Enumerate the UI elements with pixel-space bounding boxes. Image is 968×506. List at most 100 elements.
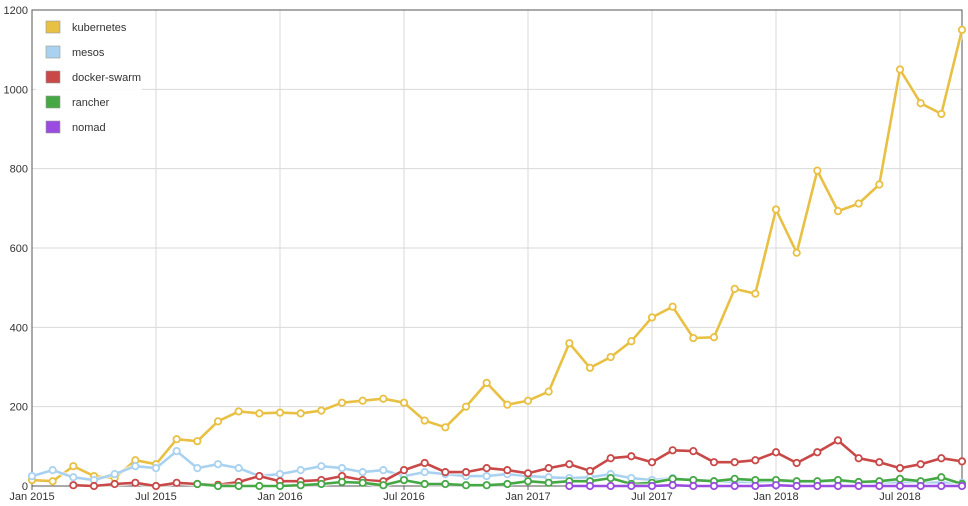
data-point: [751, 289, 760, 298]
data-point: [854, 481, 863, 491]
x-tick-label: Jan 2016: [257, 491, 302, 503]
data-point: [255, 409, 264, 418]
data-point: [27, 471, 37, 481]
data-point: [420, 479, 429, 489]
data-point: [813, 448, 822, 457]
data-point: [255, 481, 264, 491]
data-point: [69, 462, 78, 471]
data-point: [48, 477, 57, 486]
data-point: [751, 481, 760, 491]
data-point: [193, 437, 202, 446]
data-point: [275, 481, 285, 491]
data-point: [213, 417, 223, 426]
data-point: [606, 473, 615, 483]
legend-swatch: [45, 95, 61, 109]
data-point: [337, 477, 347, 487]
data-point: [833, 207, 843, 216]
data-point: [730, 481, 739, 491]
data-point: [399, 475, 409, 485]
data-point: [151, 481, 161, 491]
data-point: [668, 474, 677, 483]
data-point: [606, 454, 615, 463]
x-tick-label: Jul 2016: [383, 491, 425, 503]
data-point: [461, 481, 471, 490]
data-point: [895, 481, 905, 491]
data-point: [172, 446, 181, 456]
data-point: [213, 481, 223, 491]
series-line: [31, 29, 964, 483]
data-point: [503, 466, 512, 475]
data-point: [441, 423, 450, 432]
data-point: [916, 460, 925, 469]
data-point: [957, 25, 967, 34]
data-point: [89, 481, 99, 491]
legend-swatch: [45, 45, 61, 59]
data-point: [275, 408, 285, 417]
data-point: [172, 435, 181, 444]
data-point: [627, 452, 636, 461]
data-point: [937, 473, 946, 482]
data-point: [131, 462, 140, 471]
data-point: [317, 406, 326, 415]
legend: kubernetes mesos docker-swarm rancher nomad: [36, 14, 142, 144]
data-point: [668, 481, 677, 490]
data-point: [895, 65, 905, 74]
data-point: [937, 481, 946, 491]
data-point: [296, 409, 305, 418]
data-point: [895, 464, 905, 473]
legend-swatch: [45, 120, 61, 134]
data-point: [957, 457, 967, 466]
data-point: [420, 468, 429, 477]
data-point: [689, 333, 698, 343]
data-point: [399, 398, 409, 407]
data-point: [420, 458, 429, 468]
x-tick-label: Jul 2018: [879, 491, 921, 503]
x-tick-label: Jul 2017: [631, 491, 673, 503]
data-point: [110, 479, 119, 489]
data-point: [730, 284, 739, 293]
data-point: [523, 477, 533, 486]
data-point: [234, 407, 243, 416]
legend-label: rancher: [72, 97, 110, 109]
data-point: [503, 479, 512, 489]
x-tick-label: Jul 2015: [135, 491, 177, 503]
x-tick-label: Jan 2018: [753, 491, 798, 503]
data-point: [69, 473, 78, 482]
data-point: [565, 460, 574, 469]
data-point: [709, 333, 719, 342]
series-line-halo: [31, 29, 965, 484]
data-point: [647, 313, 657, 322]
data-point: [461, 402, 471, 411]
data-point: [255, 471, 264, 481]
data-point: [565, 339, 574, 348]
legend-swatch: [45, 20, 61, 34]
data-point: [482, 471, 491, 481]
data-point: [151, 464, 161, 473]
data-point: [875, 481, 884, 491]
data-point: [627, 337, 636, 346]
data-point: [709, 458, 719, 467]
data-point: [441, 468, 450, 477]
data-point: [358, 468, 367, 477]
data-point: [399, 466, 409, 475]
data-point: [647, 458, 657, 467]
data-point: [730, 458, 739, 467]
data-point: [337, 464, 347, 473]
data-point: [461, 468, 471, 477]
data-point: [916, 481, 925, 491]
data-point: [482, 481, 491, 490]
data-point: [275, 469, 285, 479]
data-point: [379, 466, 388, 475]
y-tick-label: 400: [10, 322, 28, 334]
data-point: [523, 396, 533, 405]
axes: 0 200 400 600 800 1000 1200 Jan 2015 Jul 2015 Jan…: [4, 5, 963, 503]
y-tick-label: 200: [10, 402, 28, 414]
data-point: [337, 398, 347, 407]
legend-swatch: [45, 70, 61, 84]
x-tick-label: Jan 2015: [9, 491, 54, 503]
data-point: [234, 464, 243, 473]
y-tick-label: 0: [22, 481, 28, 493]
legend-label: mesos: [72, 47, 105, 59]
data-point: [813, 166, 822, 175]
